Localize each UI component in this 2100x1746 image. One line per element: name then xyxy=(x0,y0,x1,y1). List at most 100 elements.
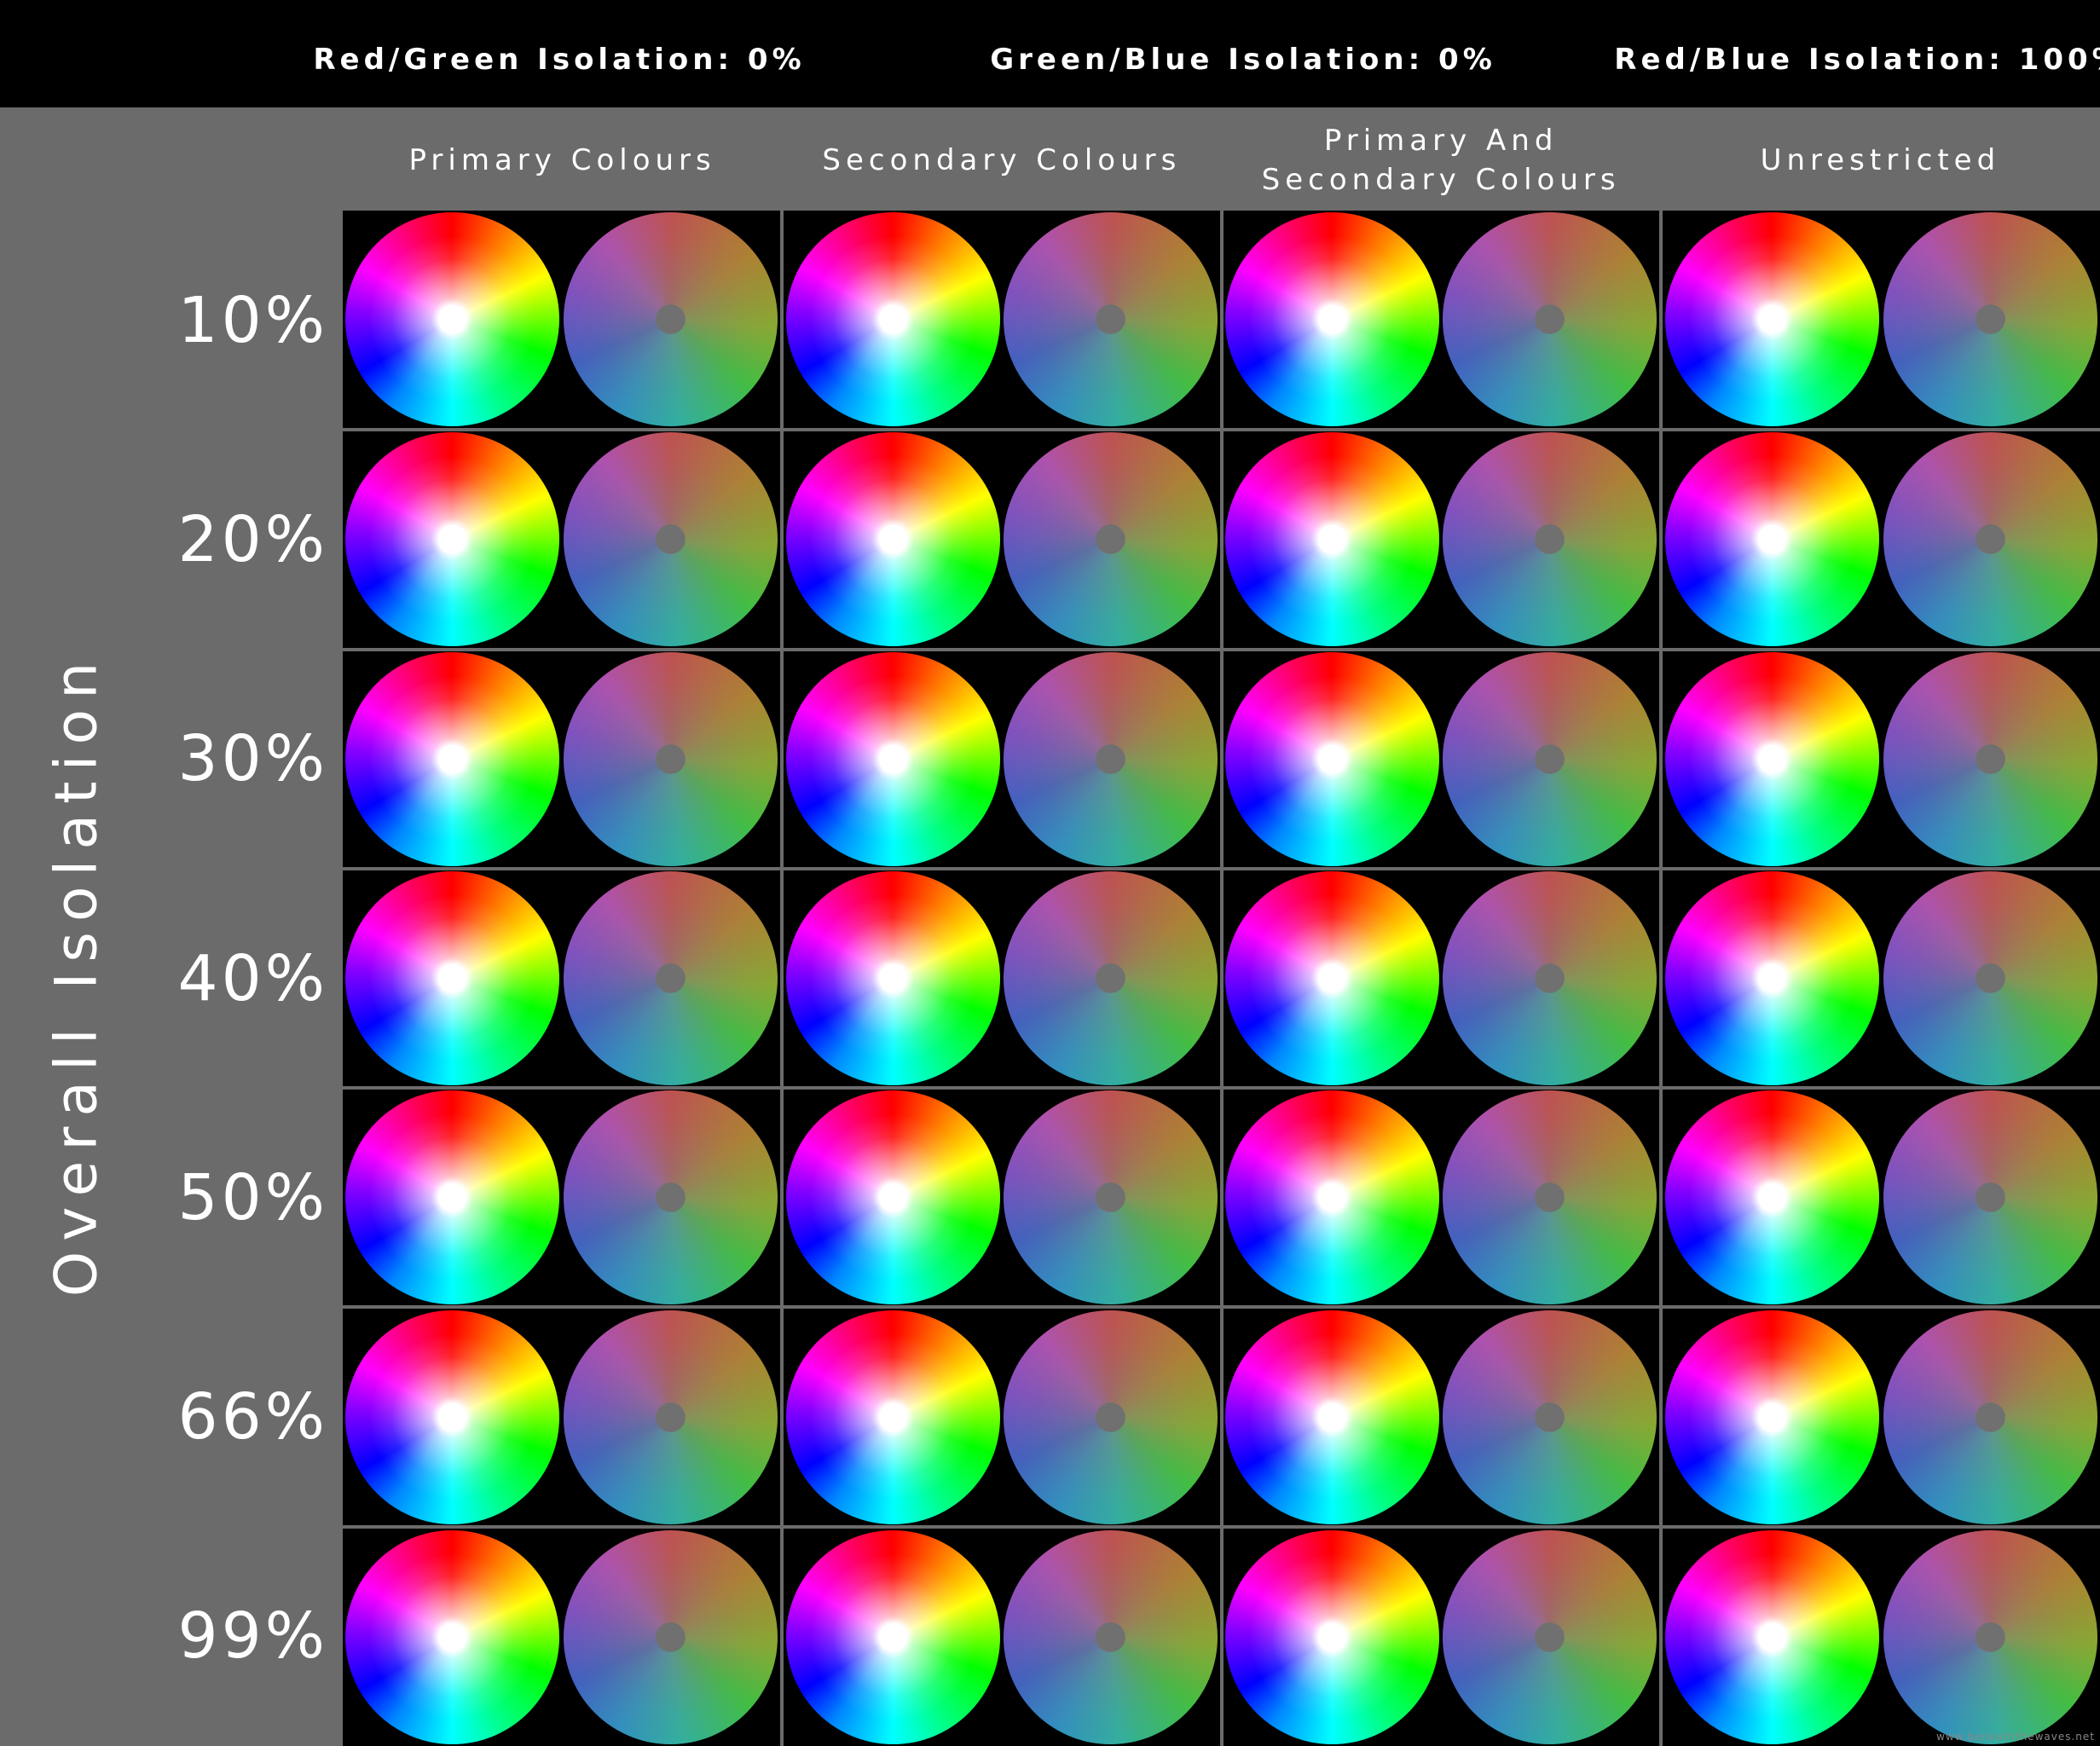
color-wheel xyxy=(344,870,559,1085)
color-wheel xyxy=(1004,212,1218,427)
color-wheel xyxy=(344,1090,559,1305)
color-wheel xyxy=(564,432,778,647)
color-wheel xyxy=(1224,432,1439,647)
grid-cell xyxy=(784,211,1220,429)
color-wheel xyxy=(1664,1310,1879,1524)
color-wheel xyxy=(1883,651,2098,866)
column-header: Unrestricted xyxy=(1760,143,2001,177)
column-header: Secondary Colours xyxy=(822,143,1182,177)
color-wheel xyxy=(785,1090,1000,1305)
color-wheel xyxy=(785,1310,1000,1524)
color-wheel xyxy=(1004,1529,1218,1744)
color-wheel xyxy=(564,870,778,1085)
grid-cell xyxy=(784,1090,1220,1306)
color-wheel xyxy=(1443,212,1657,427)
grid-cell xyxy=(1662,1309,2100,1525)
color-wheel xyxy=(785,432,1000,647)
grid-cell xyxy=(1662,650,2100,867)
color-wheel xyxy=(344,651,559,866)
color-wheel xyxy=(1664,432,1879,647)
color-wheel xyxy=(1443,1090,1657,1305)
grid-cell xyxy=(343,431,781,648)
color-wheel xyxy=(1883,870,2098,1085)
color-wheel xyxy=(564,1529,778,1744)
grid-cell xyxy=(1223,431,1659,648)
grid-cell xyxy=(1662,1090,2100,1306)
grid-cell xyxy=(343,1528,781,1746)
axis-title: Overall Isolation xyxy=(43,651,111,1298)
color-wheel xyxy=(1443,870,1657,1085)
color-wheel xyxy=(1664,651,1879,866)
wheel-grid xyxy=(343,211,2100,1746)
color-wheel xyxy=(1224,651,1439,866)
grid-cell xyxy=(343,870,781,1087)
grid-cell xyxy=(1662,431,2100,648)
color-wheel xyxy=(1443,1529,1657,1744)
color-wheel xyxy=(1443,1310,1657,1524)
color-wheel xyxy=(564,1310,778,1524)
color-wheel xyxy=(1224,1090,1439,1305)
color-wheel xyxy=(1004,1310,1218,1524)
grid-cell xyxy=(343,1309,781,1525)
color-wheel xyxy=(785,651,1000,866)
color-wheel xyxy=(344,432,559,647)
grid-cell xyxy=(1223,211,1659,429)
grid-cell xyxy=(784,650,1220,867)
row-label: 50% xyxy=(177,1160,328,1234)
column-header: Primary Colours xyxy=(408,143,716,177)
row-label: 30% xyxy=(177,722,328,796)
grid-cell xyxy=(784,1528,1220,1746)
grid-cell xyxy=(1662,870,2100,1087)
grid-cell xyxy=(343,650,781,867)
watermark: www.beneaththewaves.net xyxy=(1936,1731,2095,1743)
color-wheel xyxy=(344,1310,559,1524)
color-wheel xyxy=(1664,870,1879,1085)
grid-cell xyxy=(1223,1090,1659,1306)
row-label: 99% xyxy=(177,1599,328,1674)
grid-cell xyxy=(784,1309,1220,1525)
color-wheel xyxy=(785,212,1000,427)
color-wheel xyxy=(1443,651,1657,866)
grid-cell xyxy=(1223,870,1659,1087)
grid-cell xyxy=(1223,1309,1659,1525)
color-wheel xyxy=(1224,1529,1439,1744)
isolation-label: Red/Blue Isolation: 100% xyxy=(1614,43,2100,77)
row-label: 20% xyxy=(177,502,328,576)
color-wheel xyxy=(785,1529,1000,1744)
grid-cell xyxy=(1662,1528,2100,1746)
color-wheel xyxy=(1224,1310,1439,1524)
color-wheel xyxy=(1004,432,1218,647)
color-wheel xyxy=(564,1090,778,1305)
color-wheel xyxy=(785,870,1000,1085)
color-wheel xyxy=(564,212,778,427)
color-wheel xyxy=(564,651,778,866)
color-wheel xyxy=(1004,1090,1218,1305)
color-wheel xyxy=(1883,1529,2098,1744)
grid-cell xyxy=(343,211,781,429)
row-label: 10% xyxy=(177,283,328,357)
color-wheel xyxy=(1883,212,2098,427)
color-wheel xyxy=(1664,1529,1879,1744)
isolation-label: Red/Green Isolation: 0% xyxy=(313,43,806,77)
grid-cell xyxy=(1223,650,1659,867)
color-wheel xyxy=(1004,651,1218,866)
color-wheel xyxy=(1004,870,1218,1085)
color-wheel xyxy=(1224,870,1439,1085)
color-wheel xyxy=(1883,432,2098,647)
grid-cell xyxy=(784,431,1220,648)
color-wheel xyxy=(1883,1090,2098,1305)
color-wheel xyxy=(344,1529,559,1744)
color-wheel xyxy=(344,212,559,427)
color-wheel xyxy=(1443,432,1657,647)
color-wheel xyxy=(1883,1310,2098,1524)
grid-cell xyxy=(1662,211,2100,429)
color-wheel xyxy=(1664,1090,1879,1305)
column-header: Primary And Secondary Colours xyxy=(1261,124,1621,197)
grid-cell xyxy=(784,870,1220,1087)
color-wheel xyxy=(1664,212,1879,427)
row-label: 66% xyxy=(177,1380,328,1454)
color-wheel xyxy=(1224,212,1439,427)
grid-cell xyxy=(1223,1528,1659,1746)
top-bar xyxy=(0,0,2100,107)
